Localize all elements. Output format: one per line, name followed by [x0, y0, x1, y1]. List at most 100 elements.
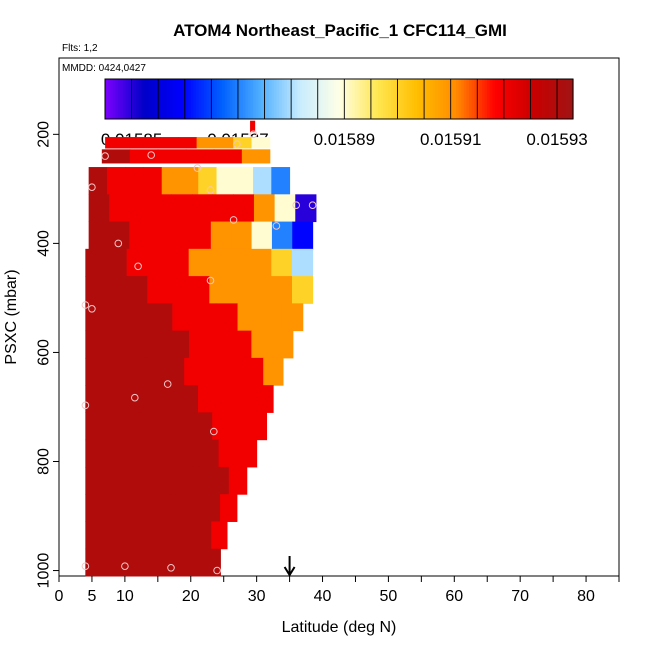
colorbar-segment [570, 79, 574, 119]
colorbar-segment [144, 79, 148, 119]
heatmap-cell [103, 412, 123, 441]
colorbar-segment [388, 79, 392, 119]
colorbar-segment [549, 79, 553, 119]
x-tick-label: 0 [55, 588, 64, 605]
colorbar-segment [177, 79, 181, 119]
heatmap-cell [104, 439, 124, 468]
colorbar-segment [118, 79, 122, 119]
colorbar-segment [380, 79, 384, 119]
heatmap-cell [85, 494, 103, 522]
colorbar-segment [344, 79, 348, 119]
colorbar-segment [349, 79, 353, 119]
heatmap-cell [160, 137, 179, 149]
heatmap-cell [150, 194, 172, 223]
heatmap-cell [147, 248, 169, 277]
heatmap-cell [215, 303, 239, 332]
heatmap-cell [229, 276, 252, 304]
colorbar-segment [391, 79, 395, 119]
colorbar-segment [128, 79, 132, 119]
heatmap-cell [157, 412, 177, 441]
colorbar-segment [209, 79, 213, 119]
colorbar-segment [372, 79, 376, 119]
heatmap-cell [259, 303, 282, 332]
heatmap-cell [85, 548, 101, 577]
colorbar-segment [201, 79, 205, 119]
colorbar-segment [164, 79, 168, 119]
heatmap-cell [106, 167, 126, 195]
heatmap-cell [160, 385, 180, 413]
heatmap-cell [122, 385, 143, 413]
dates-label: MMDD: 0424,0427 [62, 63, 146, 74]
y-tick-label: 400 [36, 230, 53, 257]
heatmap-cell [85, 276, 107, 304]
colorbar-segment [406, 79, 410, 119]
heatmap-cell [203, 357, 225, 386]
heatmap-cell [213, 149, 243, 164]
colorbar-segment [326, 79, 330, 119]
sample-point [210, 427, 218, 436]
heatmap-cell [85, 303, 108, 332]
x-tick-label: 70 [511, 588, 529, 605]
colorbar-segment [115, 79, 119, 119]
heatmap-cell [85, 385, 105, 413]
heatmap-cell [195, 521, 212, 550]
heatmap-cell [145, 548, 161, 577]
colorbar-segment [510, 79, 514, 119]
colorbar-segment [362, 79, 366, 119]
colorbar-segment [495, 79, 499, 119]
heatmap-cell [251, 137, 271, 149]
colorbar-tick-label: 0.01589 [314, 130, 375, 149]
heatmap-cell [129, 194, 152, 223]
heatmap-cell [211, 521, 228, 550]
colorbar-segment [367, 79, 371, 119]
heatmap-cells [85, 120, 317, 577]
colorbar-segment [276, 79, 280, 119]
sample-point [233, 140, 241, 148]
heatmap-cell [229, 248, 252, 277]
sample-point [101, 152, 109, 160]
colorbar-segment [237, 79, 241, 119]
colorbar-segment [411, 79, 415, 119]
colorbar-segment [463, 79, 467, 119]
colorbar-segment [557, 79, 561, 119]
colorbar-segment [518, 79, 522, 119]
colorbar-segment [476, 79, 480, 119]
heatmap-cell [179, 521, 197, 550]
colorbar-segment [469, 79, 473, 119]
sample-point [163, 380, 172, 388]
heatmap-cell [88, 167, 108, 195]
heatmap-cell [139, 466, 158, 495]
colorbar-segment [424, 79, 428, 119]
flights-label: Flts: 1,2 [62, 43, 98, 54]
colorbar-segment [297, 79, 301, 119]
colorbar-segment [560, 79, 564, 119]
heatmap-cell [209, 276, 231, 304]
heatmap-cell [129, 149, 159, 164]
colorbar-segment [268, 79, 272, 119]
heatmap-cell [157, 149, 187, 164]
x-tick-label: 5 [87, 588, 96, 605]
heatmap-cell [185, 149, 215, 164]
heatmap-cell [241, 149, 271, 164]
heatmap-cell [100, 548, 116, 577]
y-tick-label: 800 [36, 448, 53, 475]
heatmap-cell [85, 330, 107, 359]
colorbar-segment [284, 79, 288, 119]
colorbar-segment [523, 79, 527, 119]
heatmap-cell [194, 303, 217, 332]
colorbar-segment [120, 79, 124, 119]
heatmap-cell [237, 439, 258, 468]
colorbar-segment [123, 79, 127, 119]
heatmap-cell [85, 412, 104, 441]
colorbar-segment [261, 79, 265, 119]
heatmap-cell [228, 466, 248, 495]
heatmap-cell [175, 548, 191, 577]
heatmap-cell [139, 412, 159, 441]
heatmap-cell [149, 221, 171, 250]
colorbar-frame [104, 78, 574, 120]
y-axis: 200 400 600 800 1000 [36, 121, 59, 588]
colorbar-segment [141, 79, 145, 119]
colorbar-segment [539, 79, 543, 119]
colorbar-segment [175, 79, 179, 119]
